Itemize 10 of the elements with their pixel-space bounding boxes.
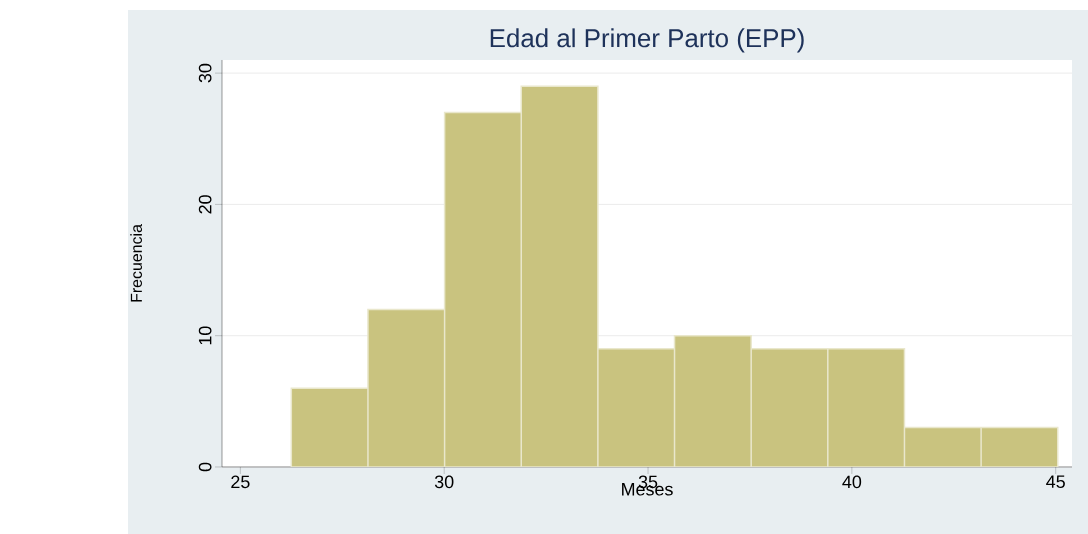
chart-title: Edad al Primer Parto (EPP): [490, 28, 804, 53]
y-tick-label: 30: [198, 63, 212, 83]
x-tick-label: 45: [1046, 475, 1065, 489]
y-tick-label: 10: [198, 326, 212, 345]
y-axis-title: Frecuencia: [130, 224, 142, 302]
x-tick-label: 40: [842, 475, 862, 489]
y-tick-label: 20: [198, 195, 212, 214]
y-tick-label: 0: [198, 462, 212, 472]
x-tick-label: 30: [434, 475, 454, 489]
x-tick-label: 25: [231, 475, 250, 489]
